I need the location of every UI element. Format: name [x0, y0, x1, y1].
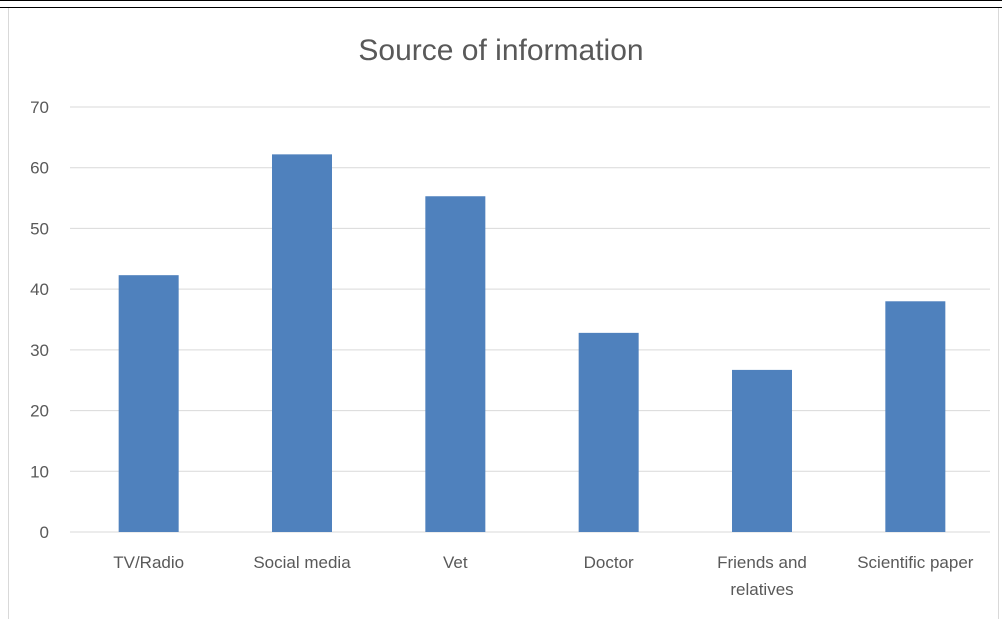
x-tick-label: Doctor: [584, 553, 634, 572]
x-tick-label: TV/Radio: [113, 553, 184, 572]
y-tick-label: 40: [30, 280, 49, 299]
chart-title: Source of information: [358, 34, 644, 67]
y-tick-label: 60: [30, 159, 49, 178]
y-tick-label: 70: [30, 98, 49, 117]
bar-tv-radio: [118, 275, 179, 532]
bar-friends-and-relatives: [732, 369, 792, 532]
bar-doctor: [578, 332, 639, 532]
bar-vet: [425, 196, 486, 532]
x-tick-label: Scientific paper: [857, 553, 974, 572]
x-tick-label: Friends and: [717, 553, 807, 572]
x-tick-label: Social media: [253, 553, 351, 572]
top-border: [0, 0, 1002, 8]
x-tick-label: Vet: [443, 553, 468, 572]
y-tick-label: 10: [30, 462, 49, 481]
bar-scientific-paper: [885, 301, 946, 532]
bar-social-media: [272, 154, 332, 532]
y-tick-label: 0: [40, 523, 49, 542]
left-border: [8, 8, 9, 619]
x-tick-label: relatives: [730, 580, 793, 599]
y-tick-label: 20: [30, 402, 49, 421]
right-border: [998, 8, 999, 619]
y-tick-label: 30: [30, 341, 49, 360]
y-tick-label: 50: [30, 219, 49, 238]
